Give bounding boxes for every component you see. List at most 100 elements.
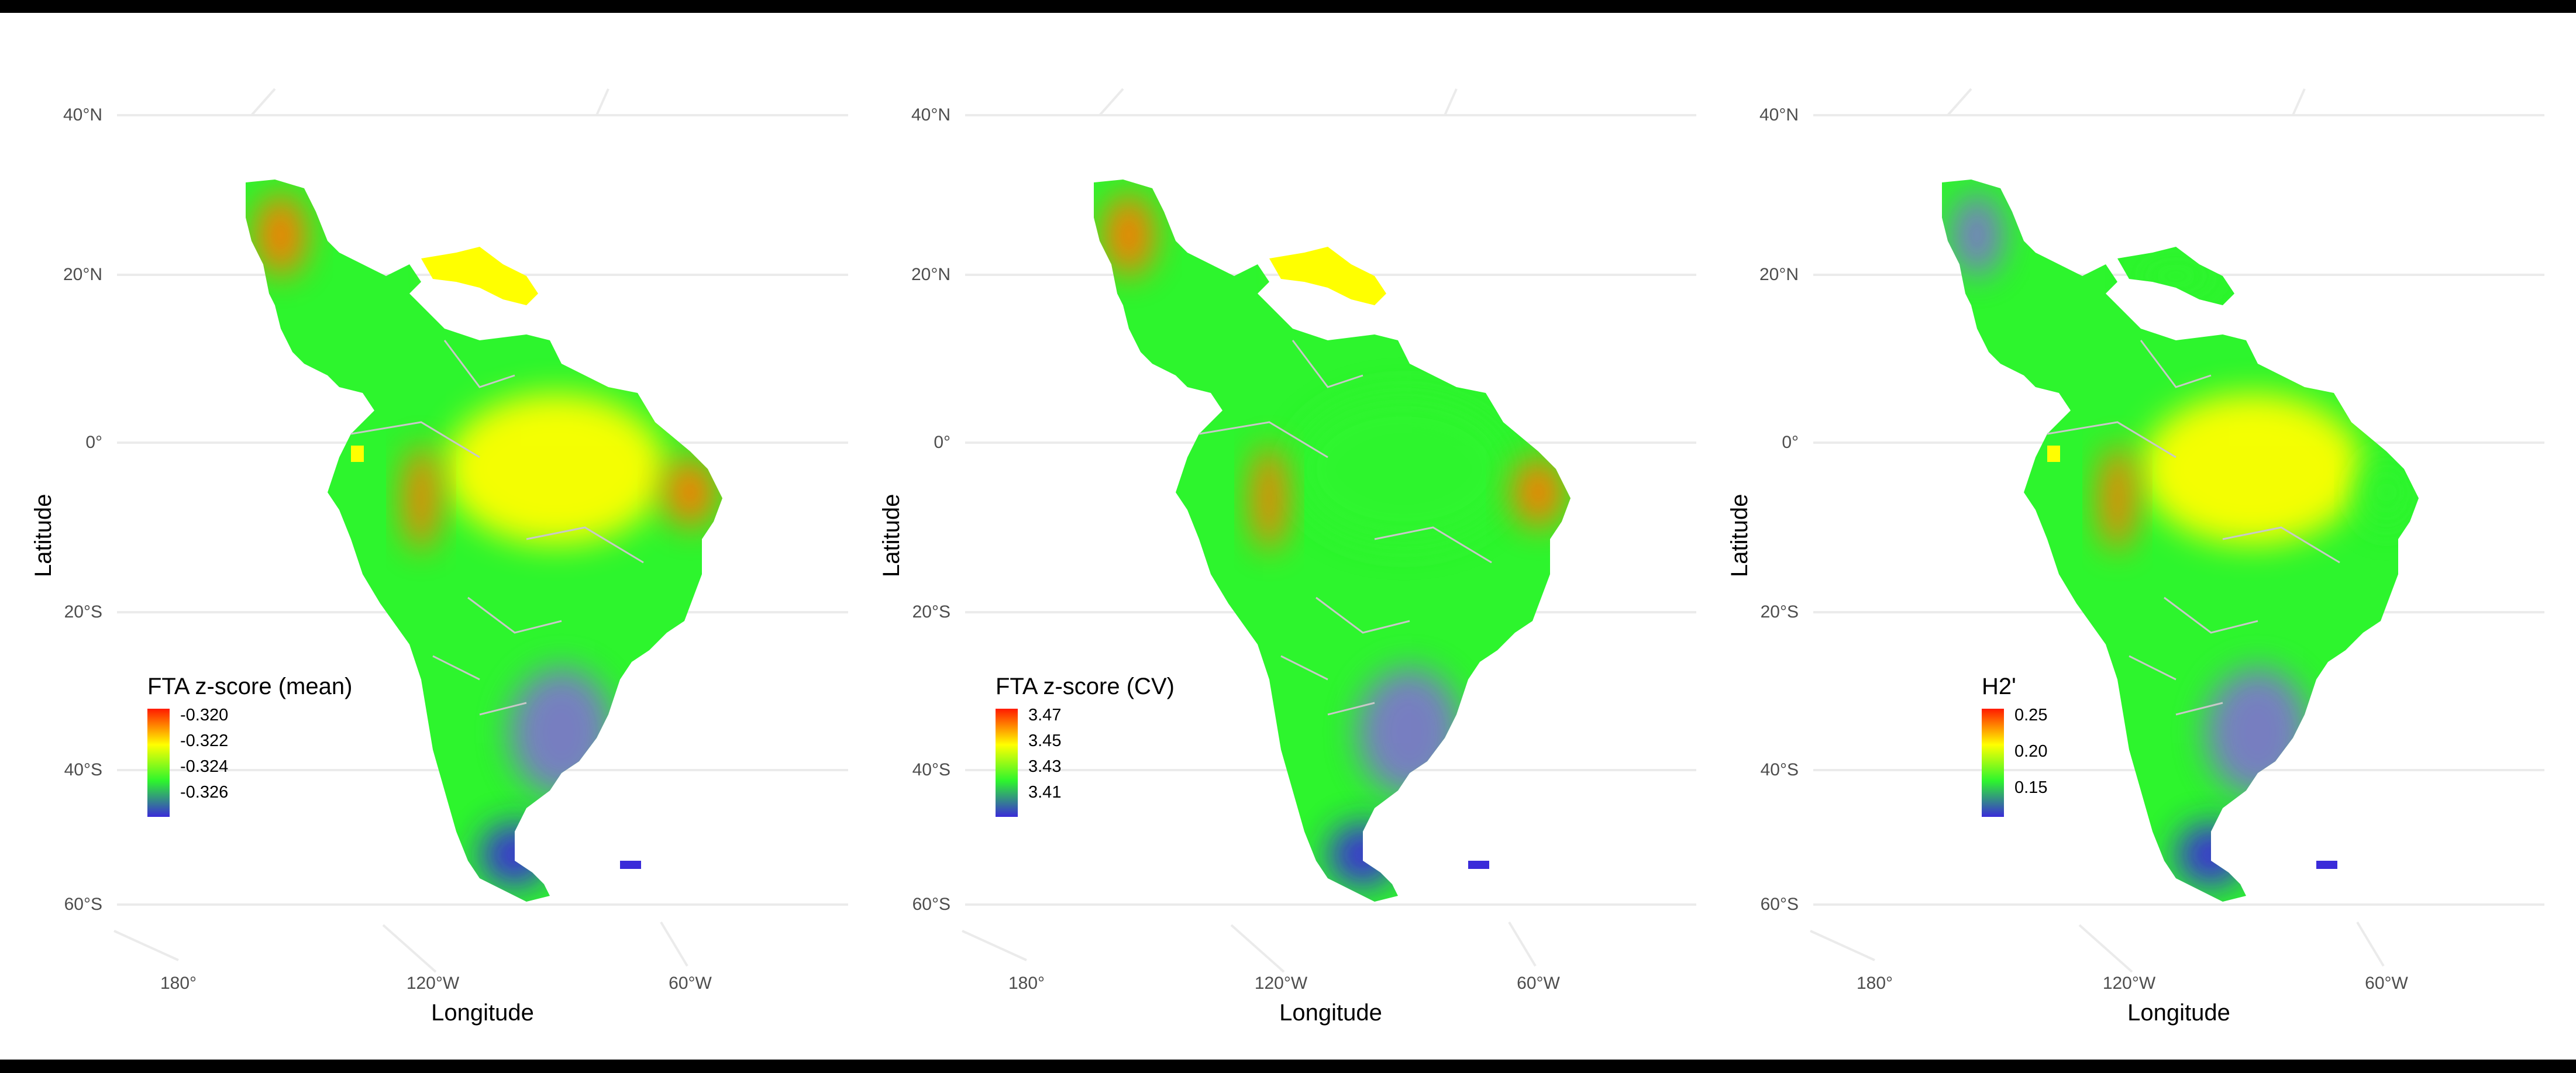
region-mexico-west [254, 194, 307, 276]
country-borders [350, 340, 644, 716]
legend-title: FTA z-score (mean) [147, 674, 353, 699]
lon-tick-label: 180° [1856, 974, 1893, 993]
legend: FTA z-score (mean) -0.320 -0.322 -0.324 -0.3… [147, 674, 353, 817]
legend-colorbar [1982, 709, 2004, 817]
legend-tick-label: 0.25 [2014, 706, 2048, 724]
lat-tick-label: 20°N [63, 265, 102, 284]
x-axis-title: Longitude [2127, 1000, 2230, 1026]
y-axis-title: Latitude [1727, 494, 1752, 577]
lon-gridline [1810, 930, 1875, 961]
x-axis-title: Longitude [431, 1000, 534, 1026]
lat-tick-label: 20°S [1760, 602, 1799, 622]
legend-tick-label: 0.15 [2014, 778, 2048, 797]
region-brazil-east-coast [1512, 457, 1565, 527]
lat-tick-label: 0° [934, 433, 950, 452]
lon-gridline [1947, 88, 1972, 116]
legend-tick-label: 3.43 [1028, 757, 1062, 776]
y-axis-title: Latitude [30, 494, 56, 577]
lat-tick-label: 40°S [64, 760, 102, 779]
lat-tick-label: 20°S [912, 602, 950, 622]
legend-tick-label: 3.41 [1028, 783, 1062, 802]
lon-tick-label: 60°W [1517, 974, 1560, 993]
region-mexico-west [1103, 194, 1155, 276]
lon-tick-label: 180° [1008, 974, 1045, 993]
legend-tick-label: 3.45 [1028, 732, 1062, 750]
region-andes-peru-ecuador [404, 446, 439, 551]
lon-tick-label: 120°W [1254, 974, 1308, 993]
lon-gridline [595, 88, 609, 116]
lat-tick-label: 60°S [1760, 895, 1799, 914]
lon-gridline [660, 921, 688, 967]
figure-canvas: 40°N 20°N 0° 20°S 40°S 60°S 180° 120°W 60°W Longi… [0, 13, 2576, 1060]
region-amazon [1293, 393, 1515, 545]
lat-tick-label: 40°N [63, 105, 102, 125]
falkland-islands [2316, 861, 2337, 869]
lat-tick-label: 40°N [1759, 105, 1799, 125]
region-southern-cone [2205, 668, 2310, 796]
lat-tick-label: 20°N [1759, 265, 1799, 284]
lon-gridline [2292, 88, 2306, 116]
lon-gridline [962, 930, 1027, 961]
lat-tick-label: 20°S [64, 602, 102, 622]
legend: H2' 0.25 0.20 0.15 [1982, 674, 2047, 817]
lon-tick-label: 60°W [669, 974, 712, 993]
map-panel-cv: 40°N 20°N 0° 20°S 40°S 60°S 180° 120°W 60°W Longi… [848, 13, 1696, 1060]
galapagos-islands [1199, 446, 1212, 462]
legend-tick-label: -0.324 [180, 757, 229, 776]
region-brazil-east-coast [2360, 457, 2413, 527]
y-axis-title: Latitude [879, 494, 904, 577]
region-caribbean [2135, 261, 2217, 291]
galapagos-islands [2047, 446, 2060, 462]
region-andes-peru-ecuador [2100, 446, 2135, 551]
lat-tick-label: 60°S [64, 895, 102, 914]
region-amazon [2141, 393, 2363, 545]
galapagos-islands [351, 446, 364, 462]
lon-gridline [382, 924, 437, 973]
legend-tick-label: 0.20 [2014, 742, 2048, 761]
lat-tick-label: 20°N [911, 265, 950, 284]
region-caribbean [439, 261, 521, 291]
lat-tick-label: 0° [1782, 433, 1799, 452]
region-patagonia [1328, 823, 1398, 887]
lon-gridline [1508, 921, 1537, 967]
region-mexico-west [1951, 194, 2003, 276]
falkland-islands [620, 861, 641, 869]
map-panel-h2: 40°N 20°N 0° 20°S 40°S 60°S 180° 120°W 60°W Longi… [1696, 13, 2544, 1060]
legend-tick-label: -0.322 [180, 732, 229, 750]
map-svg [962, 88, 1696, 973]
lon-tick-label: 120°W [2102, 974, 2156, 993]
legend-colorbar [147, 709, 170, 817]
country-borders [2047, 340, 2340, 716]
region-patagonia [480, 823, 550, 887]
lon-gridline [113, 930, 179, 961]
lon-gridline [1098, 88, 1124, 116]
lat-tick-label: 40°S [912, 760, 950, 779]
legend-title: H2' [1982, 674, 2016, 699]
legend-tick-label: 3.47 [1028, 706, 1062, 724]
region-southern-cone [509, 668, 614, 796]
map-svg [1810, 88, 2544, 973]
lon-gridline [1230, 924, 1285, 973]
legend-tick-label: -0.320 [180, 706, 229, 724]
lat-tick-label: 40°S [1760, 760, 1799, 779]
country-borders [1199, 340, 1492, 716]
lon-tick-label: 60°W [2365, 974, 2408, 993]
region-southern-cone [1357, 668, 1462, 796]
region-andes-peru-ecuador [1252, 446, 1287, 551]
lon-gridline [2356, 921, 2385, 967]
lat-tick-label: 40°N [911, 105, 950, 125]
lat-tick-label: 60°S [912, 895, 950, 914]
region-brazil-east-coast [664, 457, 717, 527]
legend-title: FTA z-score (CV) [996, 674, 1175, 699]
map-svg [113, 88, 848, 973]
legend: FTA z-score (CV) 3.47 3.45 3.43 3.41 [996, 674, 1175, 817]
lon-gridline [250, 88, 276, 116]
lon-tick-label: 180° [160, 974, 197, 993]
lon-gridline [2078, 924, 2133, 973]
region-caribbean [1287, 261, 1369, 291]
legend-tick-label: -0.326 [180, 783, 229, 802]
legend-colorbar [996, 709, 1018, 817]
lat-tick-label: 0° [85, 433, 102, 452]
lon-gridline [1444, 88, 1458, 116]
region-amazon [445, 393, 667, 545]
